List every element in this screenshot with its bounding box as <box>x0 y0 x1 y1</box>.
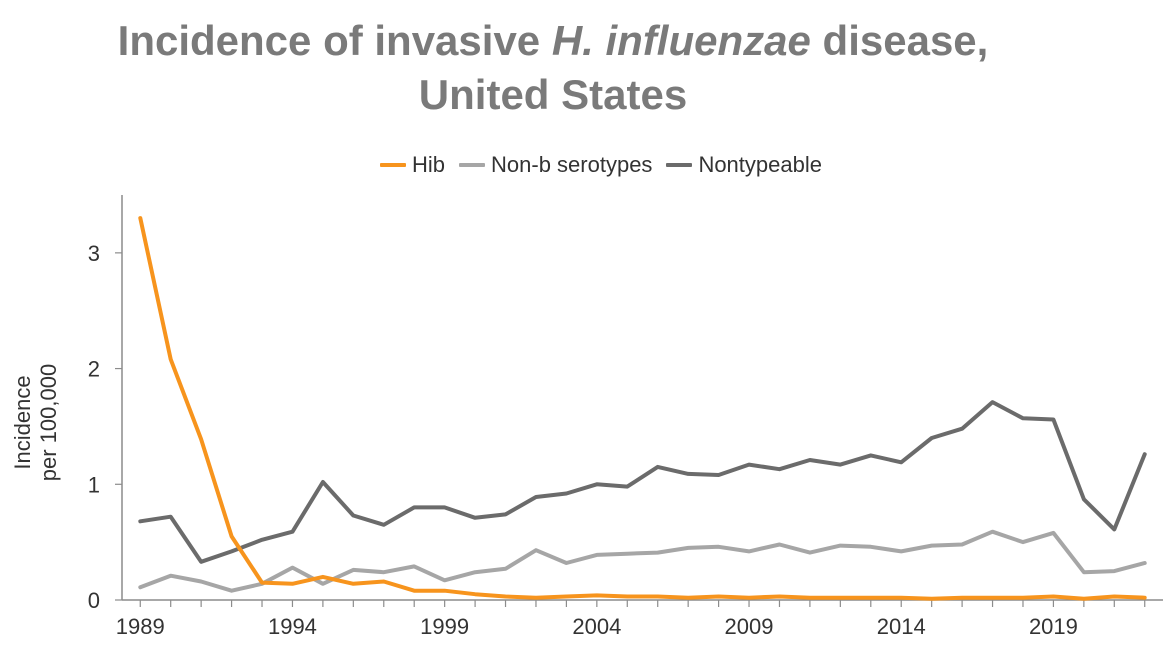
y-axis-title-line-2: per 100,000 <box>36 364 61 481</box>
title-line-2: United States <box>418 71 688 118</box>
legend-swatch-hib <box>380 163 406 167</box>
y-tick-label: 3 <box>88 241 100 266</box>
y-tick-label: 2 <box>88 357 100 382</box>
legend-item-non-b: Non-b serotypes <box>459 152 652 178</box>
chart-title: Incidence of invasive H. influenzae dise… <box>0 14 1106 122</box>
series-line-nontypeable <box>138 400 1147 564</box>
y-tick-label: 1 <box>88 472 100 497</box>
x-tick-label: 1989 <box>116 614 165 639</box>
y-axis-title-line-1: Incidence <box>10 375 35 469</box>
legend-swatch-non-b <box>459 163 486 167</box>
series-line-non-b-serotypes <box>138 529 1147 593</box>
legend-label-non-b: Non-b serotypes <box>491 152 653 177</box>
title-prefix: Incidence of invasive <box>117 17 552 64</box>
x-tick-label: 2009 <box>725 614 774 639</box>
x-tick-label: 2004 <box>572 614 621 639</box>
title-organism: H. influenzae <box>551 17 811 64</box>
legend-item-nontypeable: Nontypeable <box>666 152 822 178</box>
x-tick-label: 2014 <box>877 614 926 639</box>
series-line-hib <box>138 216 1147 601</box>
legend-item-hib: Hib <box>380 152 445 178</box>
x-tick-label: 1999 <box>420 614 469 639</box>
legend-label-hib: Hib <box>412 152 446 177</box>
legend-swatch-nontypeable <box>666 163 693 167</box>
title-suffix: disease, <box>810 17 989 64</box>
chart-legend: Hib Non-b serotypes Nontypeable <box>380 152 836 178</box>
y-tick-label: 0 <box>88 588 100 613</box>
x-tick-label: 1994 <box>268 614 317 639</box>
x-tick-label: 2019 <box>1029 614 1078 639</box>
legend-label-nontypeable: Nontypeable <box>698 152 822 177</box>
